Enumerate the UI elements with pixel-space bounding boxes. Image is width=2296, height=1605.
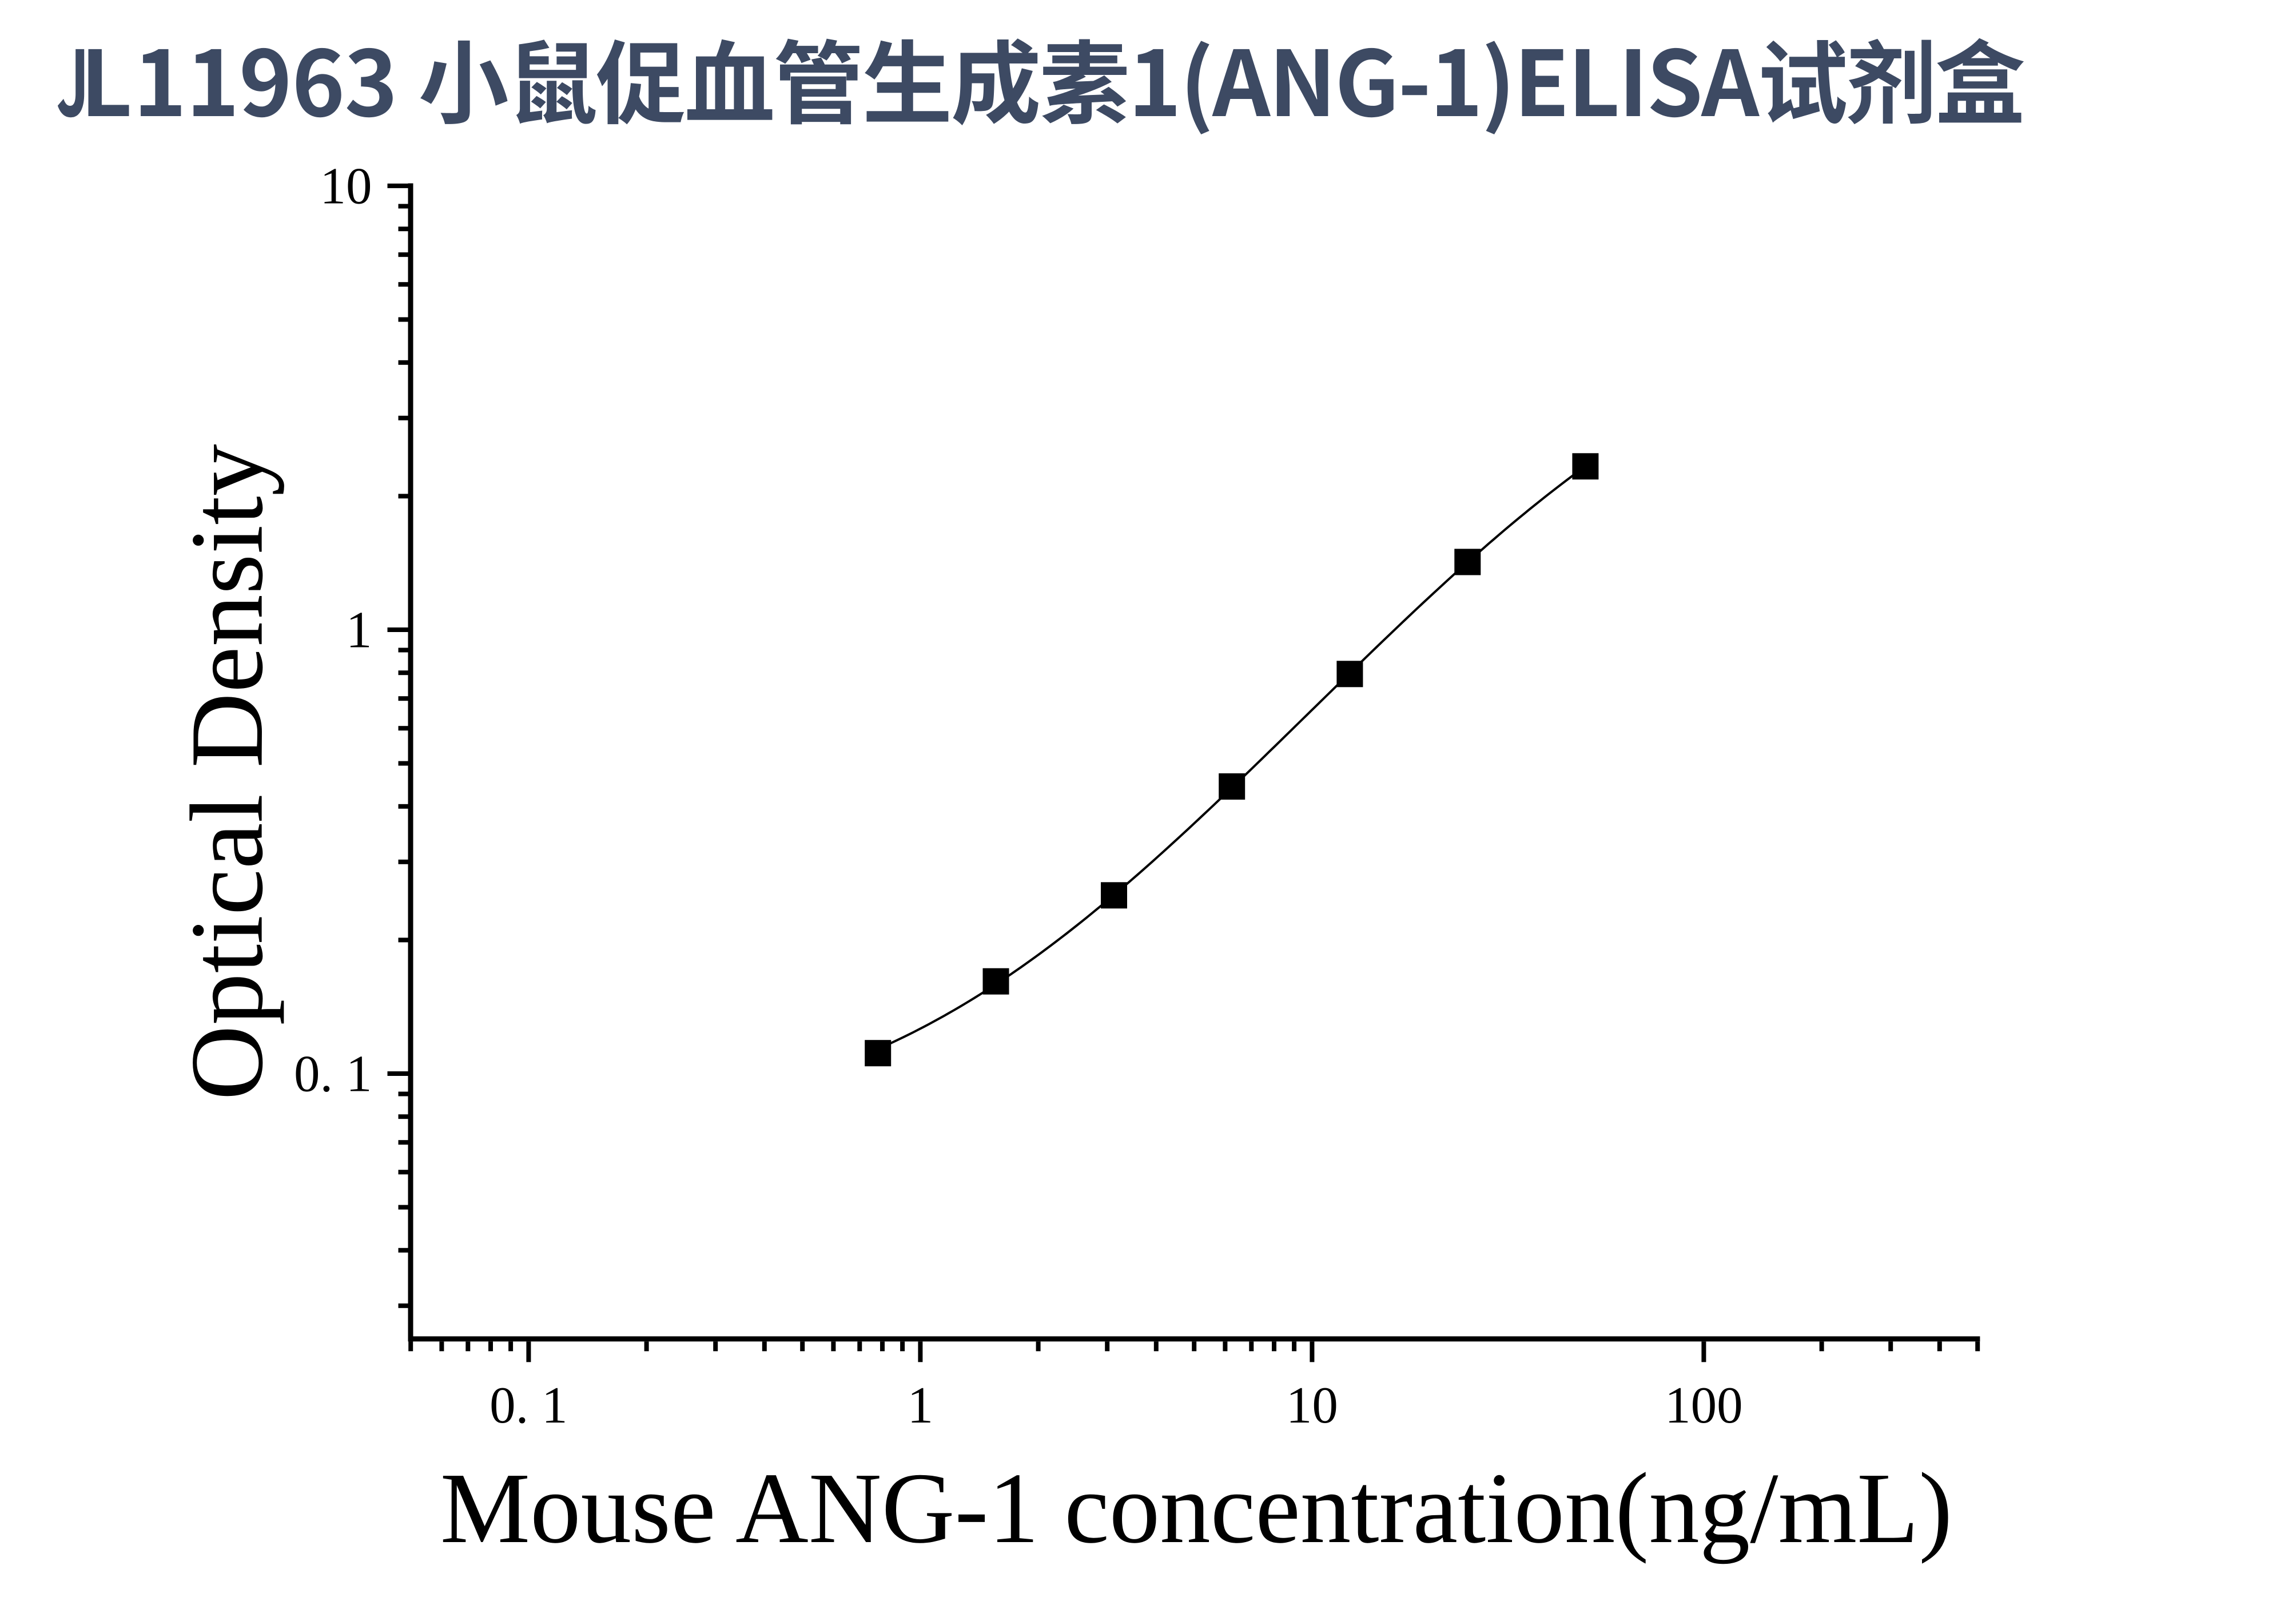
svg-text:0. 1: 0. 1: [490, 1376, 568, 1434]
svg-text:1: 1: [346, 601, 372, 658]
svg-text:10: 10: [1286, 1376, 1338, 1434]
svg-text:0. 1: 0. 1: [294, 1044, 372, 1102]
svg-text:1: 1: [908, 1376, 934, 1434]
svg-text:10: 10: [320, 157, 372, 214]
svg-text:100: 100: [1665, 1376, 1743, 1434]
svg-text:Optical Density: Optical Density: [170, 444, 285, 1100]
svg-text:Mouse ANG-1 concentration(ng/m: Mouse ANG-1 concentration(ng/mL): [440, 1452, 1953, 1564]
